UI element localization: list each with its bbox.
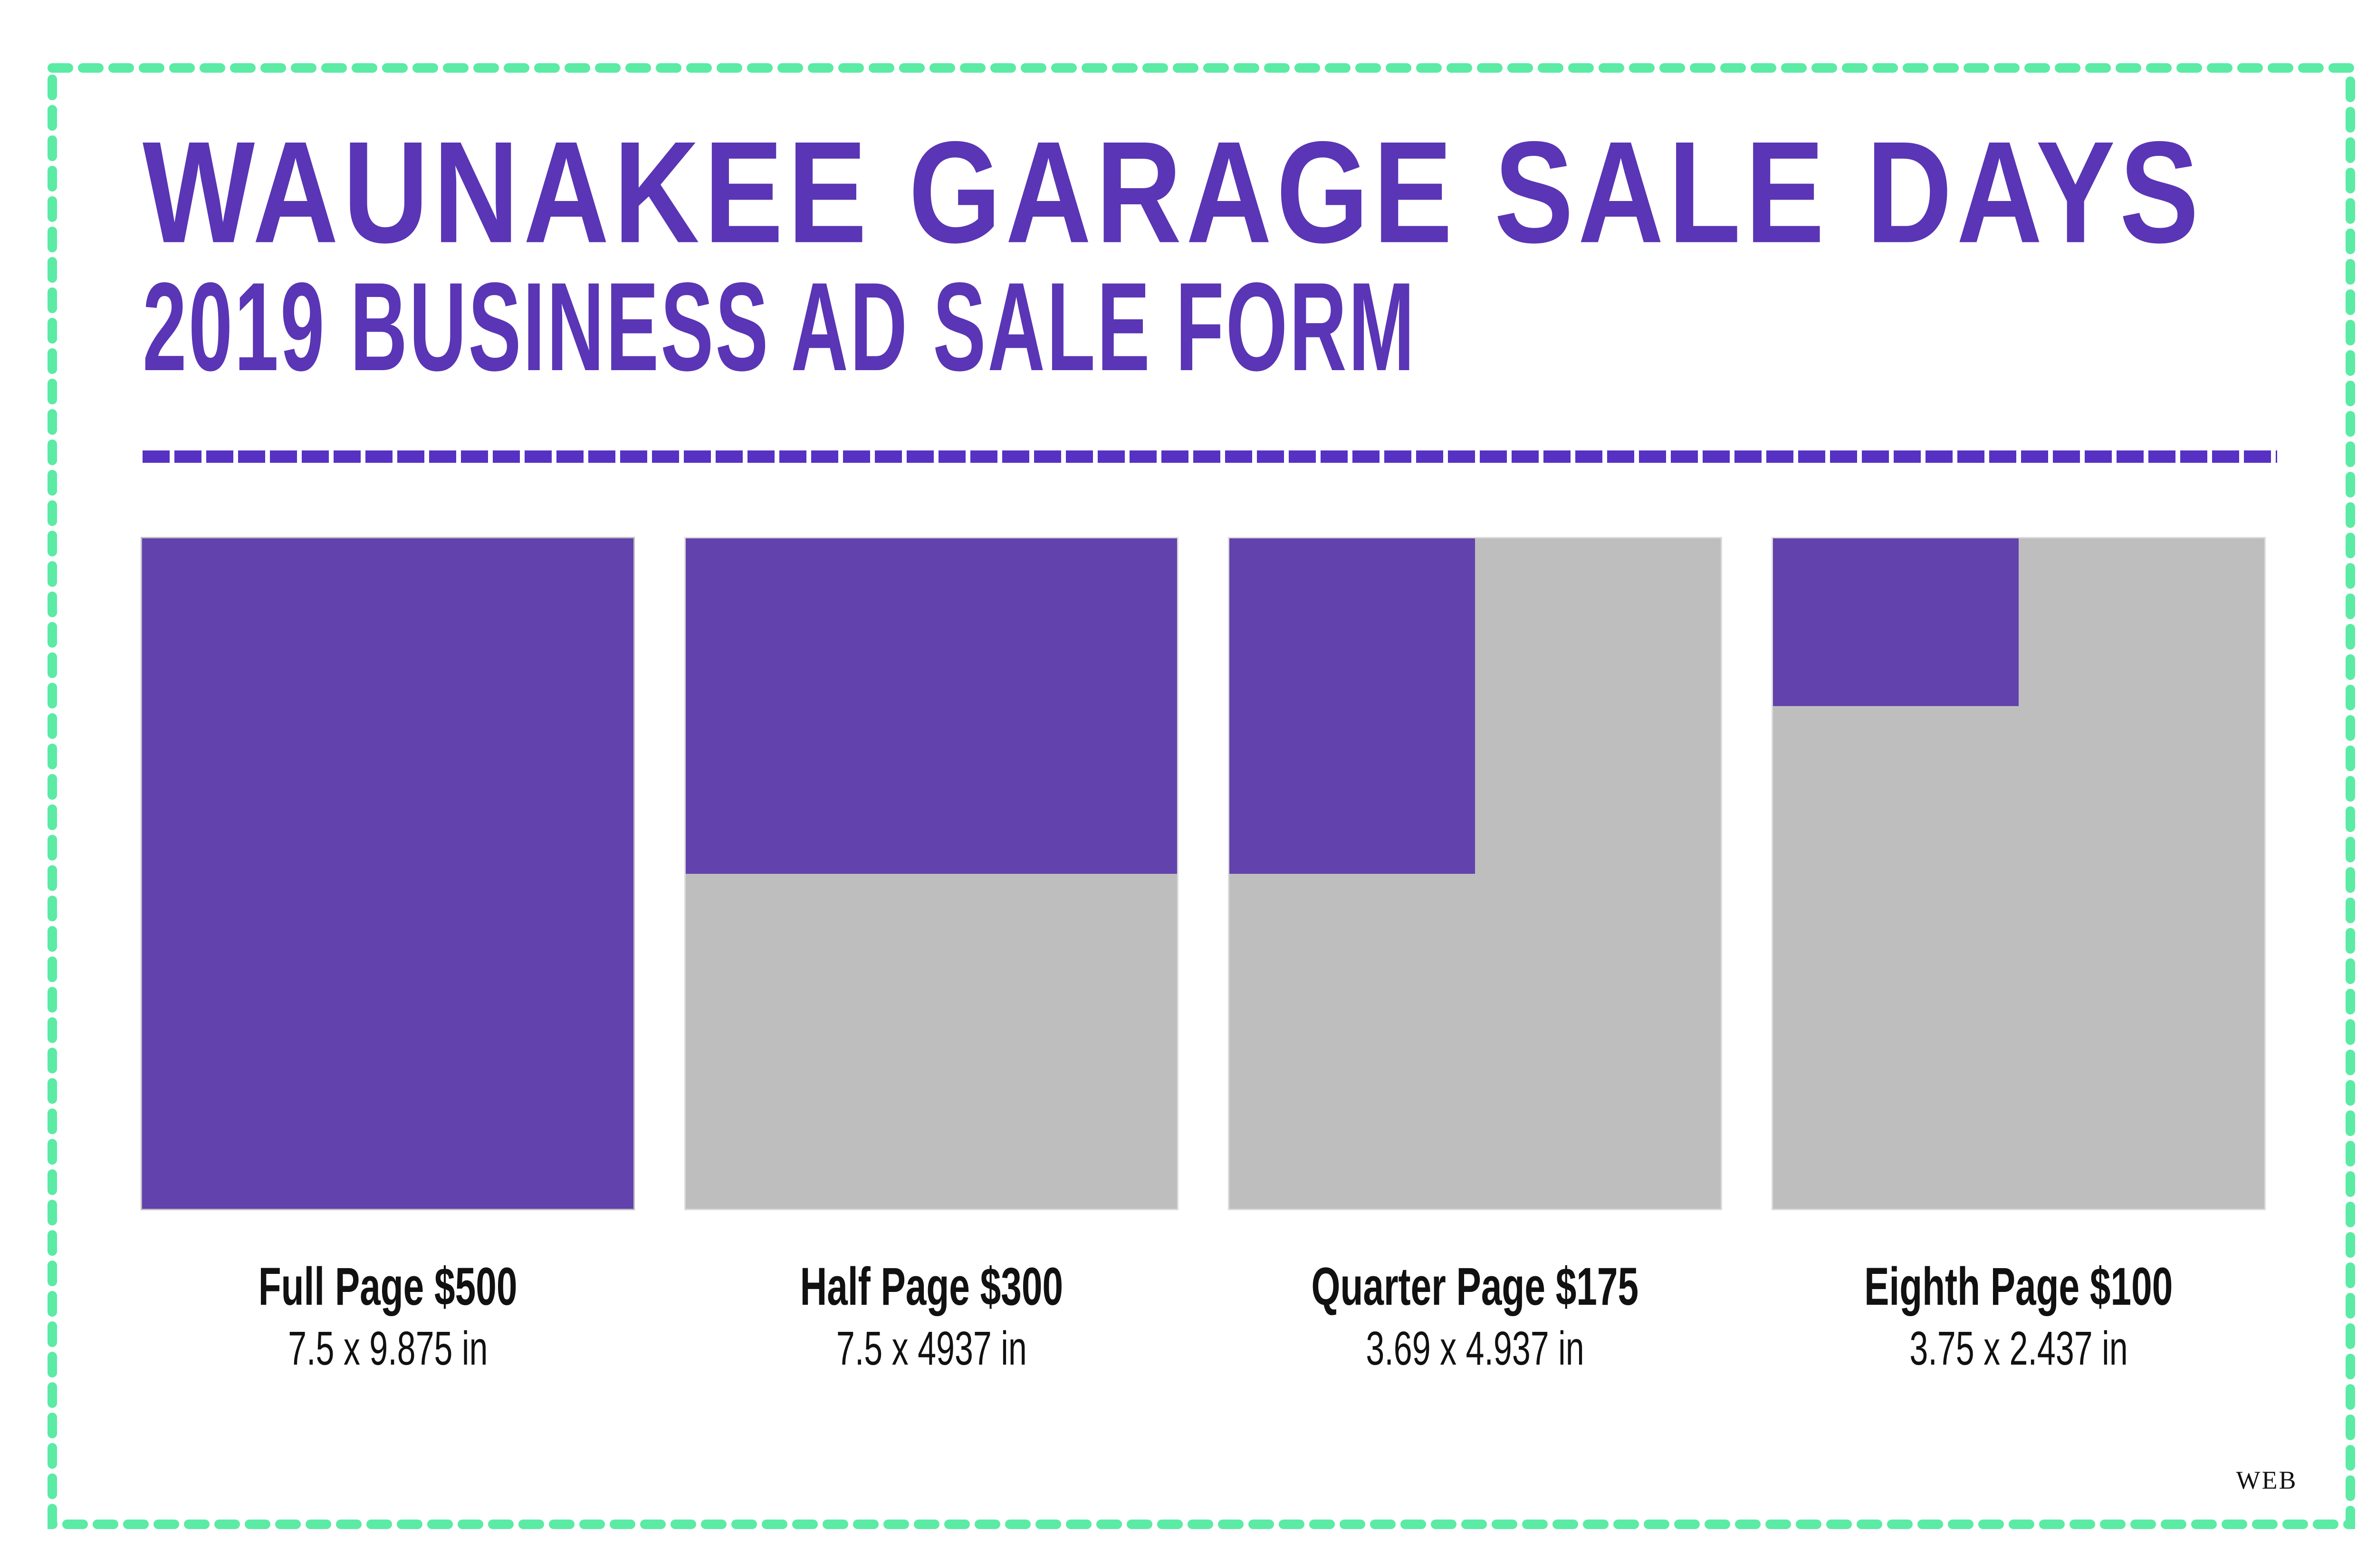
dashed-separator xyxy=(143,450,2277,463)
page-subtitle: 2019 BUSINESS AD SALE FORM xyxy=(143,257,1417,397)
ad-size-text: 3.75 x 2.437 in xyxy=(1909,1322,2128,1375)
ad-size-label: 7.5 x 4937 in xyxy=(684,1325,1178,1372)
ad-options-row: Full Page $500 7.5 x 9.875 in Half Page … xyxy=(141,537,2266,1372)
ad-fill-quarter-page xyxy=(1229,538,1475,874)
ad-size-text: 7.5 x 9.875 in xyxy=(287,1322,488,1375)
ad-box-eighth-page xyxy=(1772,537,2266,1210)
ad-name-label: Quarter Page $175 xyxy=(1228,1260,1722,1313)
ad-name-text: Half Page $300 xyxy=(800,1257,1063,1316)
ad-size-label: 7.5 x 9.875 in xyxy=(141,1325,635,1372)
ad-name-text: Eighth Page $100 xyxy=(1864,1257,2173,1316)
ad-name-text: Quarter Page $175 xyxy=(1311,1257,1639,1316)
page-title: WAUNAKEE GARAGE SALE DAYS xyxy=(143,111,2204,273)
ad-size-label: 3.69 x 4.937 in xyxy=(1228,1325,1722,1372)
ad-box-quarter-page xyxy=(1228,537,1722,1210)
ad-name-text: Full Page $500 xyxy=(258,1257,517,1316)
ad-fill-eighth-page xyxy=(1773,538,2019,706)
ad-option-full-page: Full Page $500 7.5 x 9.875 in xyxy=(141,537,635,1372)
ad-size-text: 7.5 x 4937 in xyxy=(836,1322,1027,1375)
ad-box-full-page xyxy=(141,537,635,1210)
ad-name-label: Eighth Page $100 xyxy=(1772,1260,2266,1313)
ad-name-label: Half Page $300 xyxy=(684,1260,1178,1313)
ad-name-label: Full Page $500 xyxy=(141,1260,635,1313)
web-watermark: WEB xyxy=(2236,1466,2298,1494)
ad-box-half-page xyxy=(684,537,1178,1210)
ad-size-label: 3.75 x 2.437 in xyxy=(1772,1325,2266,1372)
dashed-page-border-rect xyxy=(48,63,2355,1529)
ad-fill-half-page xyxy=(686,538,1177,874)
ad-option-half-page: Half Page $300 7.5 x 4937 in xyxy=(684,537,1178,1372)
ad-option-eighth-page: Eighth Page $100 3.75 x 2.437 in xyxy=(1772,537,2266,1372)
ad-fill-full-page xyxy=(142,538,633,1209)
ad-size-text: 3.69 x 4.937 in xyxy=(1366,1322,1584,1375)
ad-option-quarter-page: Quarter Page $175 3.69 x 4.937 in xyxy=(1228,537,1722,1372)
